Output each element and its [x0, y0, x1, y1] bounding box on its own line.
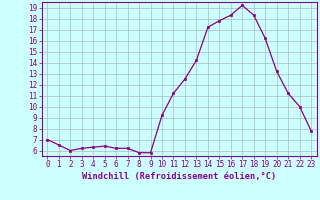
X-axis label: Windchill (Refroidissement éolien,°C): Windchill (Refroidissement éolien,°C) [82, 172, 276, 181]
